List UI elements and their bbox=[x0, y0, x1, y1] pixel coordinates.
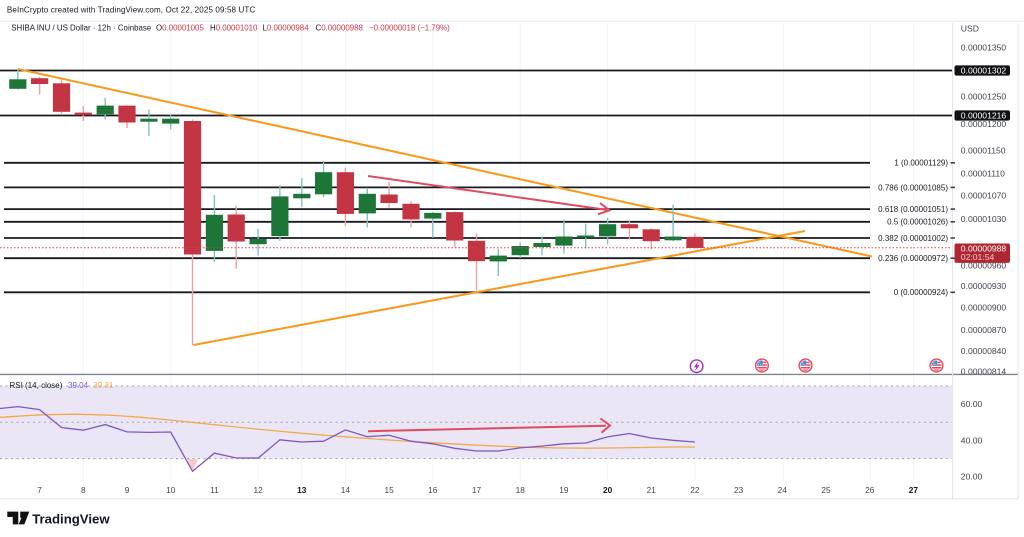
svg-text:14: 14 bbox=[341, 485, 351, 495]
svg-text:21: 21 bbox=[647, 485, 657, 495]
svg-text:0.00001350: 0.00001350 bbox=[961, 42, 1007, 52]
svg-text:0.00000870: 0.00000870 bbox=[961, 325, 1007, 335]
svg-text:25: 25 bbox=[821, 485, 831, 495]
svg-text:0.00000988: 0.00000988 bbox=[961, 244, 1007, 254]
svg-text:26: 26 bbox=[865, 485, 875, 495]
svg-text:1 (0.00001129): 1 (0.00001129) bbox=[894, 159, 948, 168]
svg-text:11: 11 bbox=[210, 485, 219, 495]
svg-text:0.00000960: 0.00000960 bbox=[961, 260, 1007, 270]
svg-text:0.00000930: 0.00000930 bbox=[961, 281, 1007, 291]
svg-text:0 (0.00000924): 0 (0.00000924) bbox=[894, 288, 949, 297]
svg-text:60.00: 60.00 bbox=[961, 399, 983, 409]
svg-text:0.382 (0.00001002): 0.382 (0.00001002) bbox=[878, 234, 948, 243]
svg-text:0.00001110: 0.00001110 bbox=[961, 169, 1005, 179]
svg-text:USD: USD bbox=[961, 24, 979, 34]
svg-text:0.00001302: 0.00001302 bbox=[961, 66, 1007, 76]
svg-text:02:01:54: 02:01:54 bbox=[961, 252, 995, 262]
svg-text:10: 10 bbox=[166, 485, 176, 495]
svg-text:27: 27 bbox=[909, 485, 919, 495]
svg-text:0.00001200: 0.00001200 bbox=[961, 119, 1007, 129]
svg-text:39.04: 39.04 bbox=[68, 381, 89, 390]
svg-text:0.00000814: 0.00000814 bbox=[961, 366, 1007, 376]
svg-text:8: 8 bbox=[81, 485, 86, 495]
svg-text:15: 15 bbox=[384, 485, 394, 495]
svg-text:22: 22 bbox=[690, 485, 700, 495]
svg-text:0.5 (0.00001026): 0.5 (0.00001026) bbox=[887, 218, 948, 227]
svg-text:0.00001030: 0.00001030 bbox=[961, 214, 1007, 224]
svg-text:0.786 (0.00001085): 0.786 (0.00001085) bbox=[878, 183, 948, 192]
svg-text:20.00: 20.00 bbox=[961, 472, 983, 482]
svg-text:40.00: 40.00 bbox=[961, 435, 983, 445]
svg-text:13: 13 bbox=[297, 485, 307, 495]
svg-text:BeInCrypto created with Tradin: BeInCrypto created with TradingView.com,… bbox=[7, 5, 256, 14]
svg-text:SHIBA INU / US Dollar · 12h ·: SHIBA INU / US Dollar · 12h · Coinbase O0… bbox=[11, 24, 450, 33]
svg-text:20: 20 bbox=[603, 485, 613, 495]
svg-text:17: 17 bbox=[472, 485, 482, 495]
svg-text:9: 9 bbox=[125, 485, 130, 495]
svg-text:19: 19 bbox=[559, 485, 569, 495]
svg-text:0.00000840: 0.00000840 bbox=[961, 346, 1007, 356]
svg-text:0.00001150: 0.00001150 bbox=[961, 145, 1006, 155]
svg-text:0.00001070: 0.00001070 bbox=[961, 190, 1007, 200]
svg-text:0.236 (0.00000972): 0.236 (0.00000972) bbox=[878, 254, 948, 263]
svg-text:23: 23 bbox=[734, 485, 744, 495]
svg-text:0.00000900: 0.00000900 bbox=[961, 302, 1007, 312]
svg-text:0.00001216: 0.00001216 bbox=[961, 111, 1007, 121]
svg-text:7: 7 bbox=[37, 485, 42, 495]
svg-text:RSI (14, close): RSI (14, close) bbox=[10, 381, 63, 390]
svg-text:12: 12 bbox=[253, 485, 263, 495]
svg-text:16: 16 bbox=[428, 485, 438, 495]
svg-text:0.00001250: 0.00001250 bbox=[961, 91, 1007, 101]
svg-text:0.618 (0.00001051): 0.618 (0.00001051) bbox=[878, 205, 948, 214]
svg-text:18: 18 bbox=[516, 485, 526, 495]
svg-text:24: 24 bbox=[778, 485, 788, 495]
svg-text:39.31: 39.31 bbox=[93, 381, 114, 390]
svg-text:TradingView: TradingView bbox=[32, 512, 110, 527]
